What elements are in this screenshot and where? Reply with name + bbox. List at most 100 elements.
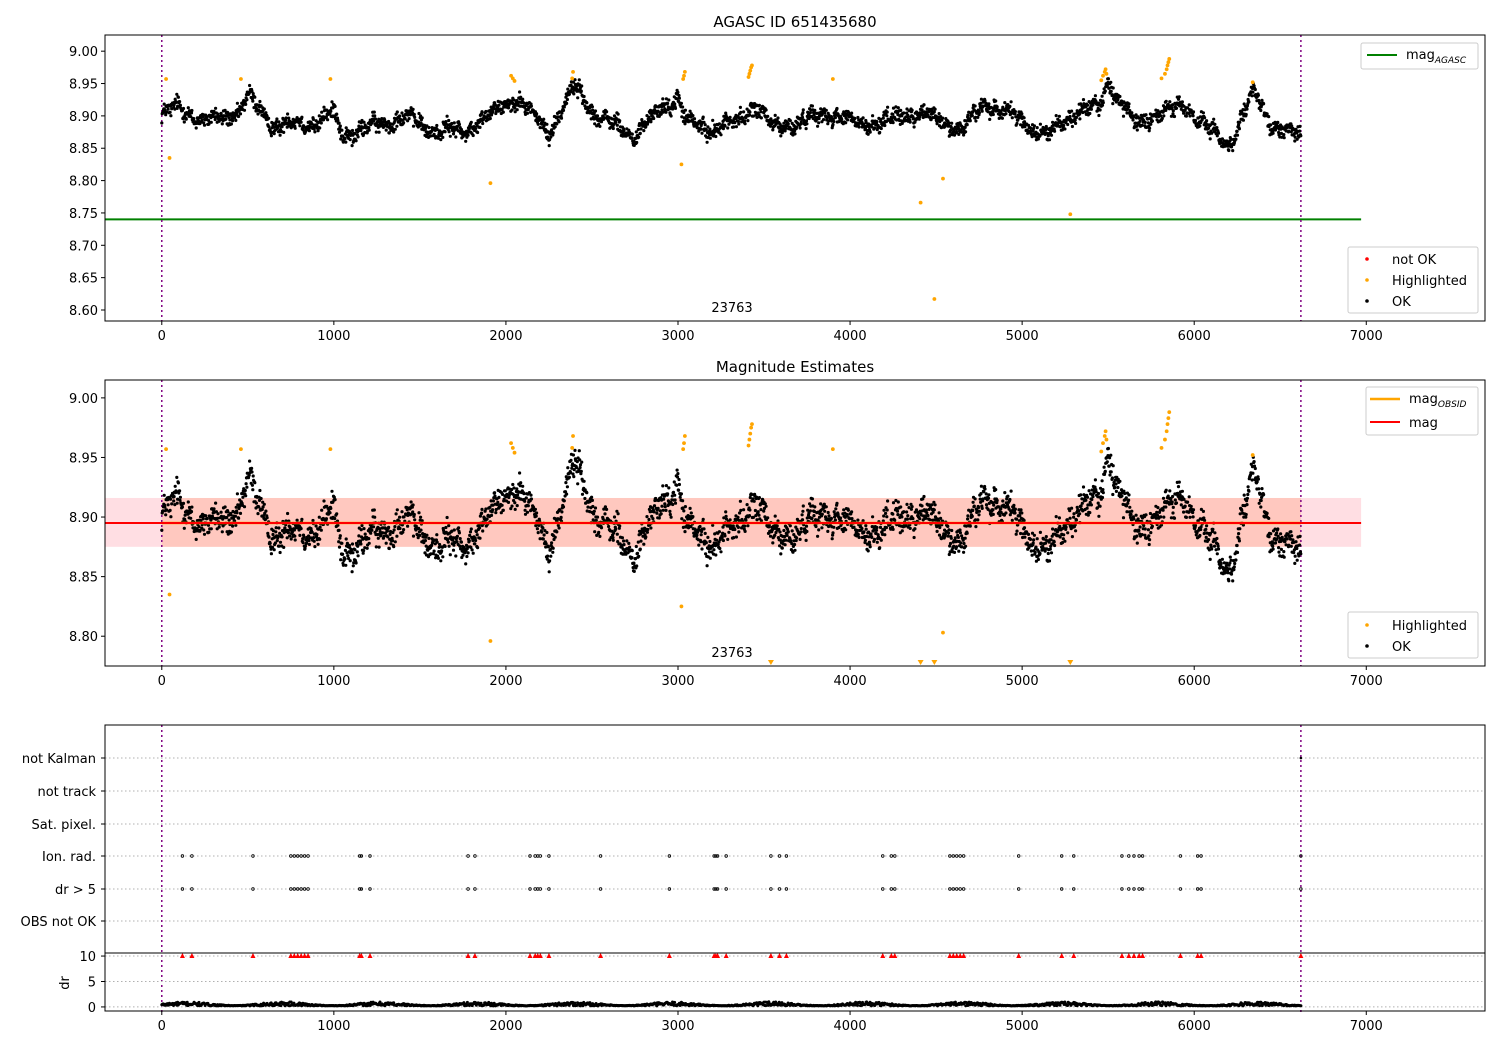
ok-point — [231, 119, 235, 123]
ok-point — [603, 512, 607, 516]
ok-point — [466, 133, 470, 137]
ok-point — [708, 539, 712, 544]
ok-point — [698, 524, 702, 529]
ok-point — [1035, 126, 1039, 130]
ok-point — [547, 144, 551, 148]
ok-point — [205, 516, 209, 521]
ok-point — [817, 121, 821, 125]
ok-point — [576, 482, 580, 486]
ok-point — [319, 121, 323, 125]
ok-point — [278, 540, 283, 544]
ok-point — [269, 134, 273, 138]
ok-point — [497, 495, 501, 499]
ok-point — [590, 495, 594, 499]
ok-point — [339, 137, 343, 141]
ok-point — [906, 113, 910, 117]
ok-point — [312, 539, 316, 543]
ok-point — [878, 525, 883, 530]
ok-point — [480, 511, 484, 515]
ok-point — [598, 124, 602, 128]
ok-point — [359, 128, 363, 133]
ok-point — [435, 127, 439, 132]
magnitude-plot-area — [105, 380, 1362, 666]
ok-point — [450, 121, 454, 126]
ok-point — [645, 515, 649, 519]
ok-point — [762, 509, 766, 513]
ok-point — [954, 130, 959, 134]
ok-point — [245, 485, 249, 489]
ok-point — [282, 545, 286, 550]
ok-point — [795, 125, 799, 129]
ok-point — [286, 531, 290, 535]
ok-point — [878, 130, 882, 135]
ok-point — [244, 102, 248, 106]
ok-point — [864, 524, 868, 528]
ok-point — [248, 83, 252, 88]
ok-point — [640, 118, 644, 122]
ok-point — [318, 126, 322, 130]
ok-point — [402, 515, 406, 519]
ok-point — [732, 125, 736, 129]
ok-point — [337, 121, 341, 125]
ok-point — [243, 488, 247, 493]
ok-point — [628, 545, 632, 549]
ok-point — [1072, 112, 1076, 116]
ok-point — [1205, 119, 1209, 123]
highlighted-point — [750, 63, 754, 68]
ok-point — [452, 121, 456, 125]
ok-point — [952, 550, 957, 555]
ok-point — [197, 525, 201, 529]
ok-point — [398, 526, 402, 531]
ok-point — [291, 117, 295, 121]
ok-point — [642, 129, 646, 133]
ok-point — [441, 555, 445, 559]
ok-point — [1174, 106, 1179, 110]
ok-point — [630, 549, 634, 553]
ok-point — [1109, 80, 1113, 84]
ok-point — [922, 103, 926, 107]
ok-point — [813, 505, 817, 509]
ok-point — [214, 501, 218, 505]
ok-point — [682, 110, 686, 115]
ok-point — [169, 114, 173, 118]
ok-point — [488, 116, 492, 121]
ok-point — [330, 100, 334, 104]
ok-point — [359, 528, 363, 532]
ok-point — [202, 528, 206, 532]
ok-point — [958, 531, 963, 535]
ok-point — [1212, 117, 1216, 121]
ok-point — [1244, 112, 1248, 117]
ok-point — [525, 111, 530, 115]
ok-point — [1004, 112, 1008, 116]
ok-point — [1053, 129, 1057, 133]
ok-point — [784, 538, 788, 542]
ok-point — [579, 469, 583, 473]
ok-point — [824, 505, 828, 509]
ok-point — [510, 504, 514, 508]
ok-point — [741, 116, 745, 120]
ok-point — [920, 504, 924, 508]
ok-point — [939, 516, 943, 521]
ok-point — [786, 530, 790, 534]
ok-point — [322, 105, 326, 109]
ok-point — [649, 117, 653, 121]
ok-point — [497, 103, 501, 107]
ok-point — [700, 131, 704, 135]
x-tick-label: 7000 — [1350, 329, 1383, 344]
ok-point — [300, 517, 304, 522]
ok-point — [286, 511, 290, 516]
ok-point — [573, 448, 577, 452]
ok-point — [820, 512, 824, 516]
ok-point — [721, 538, 726, 543]
ok-point — [889, 518, 893, 522]
ok-point — [861, 116, 865, 120]
ok-point — [284, 116, 288, 120]
ok-point — [555, 122, 559, 126]
ok-point — [788, 524, 792, 528]
ok-point — [698, 119, 702, 123]
ok-point — [1213, 122, 1217, 126]
ok-point — [387, 119, 391, 124]
ok-point — [1234, 137, 1238, 141]
ok-point — [630, 136, 634, 140]
ok-point — [564, 481, 568, 485]
